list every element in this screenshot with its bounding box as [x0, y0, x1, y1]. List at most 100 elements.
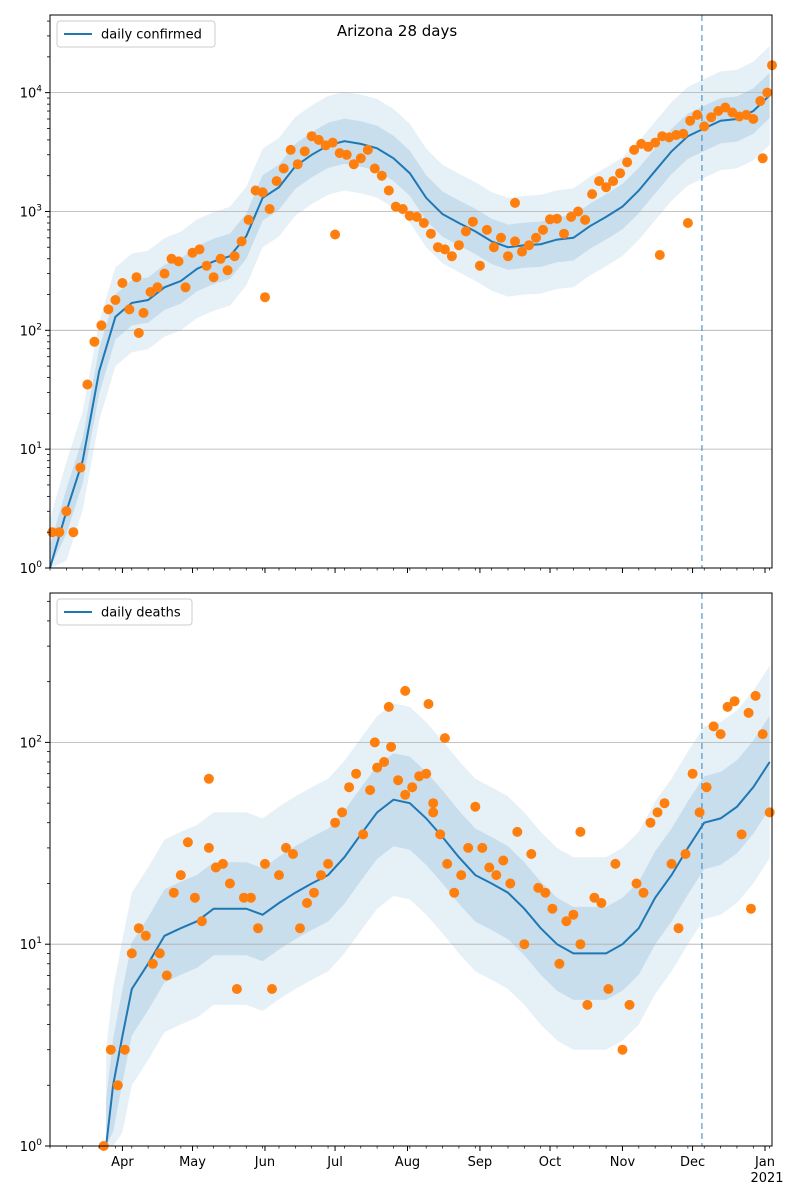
deaths-data-point [456, 870, 467, 881]
confirmed-data-point [615, 168, 626, 179]
confirmed-data-point [194, 244, 205, 255]
deaths-data-point [224, 878, 235, 889]
x-tick-label-jan: Jan [754, 1155, 775, 1170]
deaths-data-point [540, 887, 551, 898]
deaths-data-point [400, 789, 411, 800]
confirmed-x-axis [49, 568, 771, 573]
deaths-data-point [161, 970, 172, 981]
deaths-data-point [533, 882, 544, 893]
confirmed-data-point [110, 295, 121, 305]
confirmed-data-point [54, 527, 65, 538]
deaths-data-point [421, 768, 432, 779]
confirmed-data-point [531, 232, 541, 243]
confirmed-data-point [559, 228, 569, 239]
deaths-data-point [680, 849, 691, 859]
deaths-data-point [386, 741, 397, 752]
deaths-data-point [610, 858, 621, 869]
deaths-data-point [624, 999, 635, 1010]
deaths-grid [50, 742, 772, 945]
confirmed-data-point [208, 272, 219, 283]
deaths-data-point [154, 948, 165, 959]
x-tick-label-sep: Sep [468, 1155, 493, 1170]
confirmed-legend-label: daily confirmed [101, 28, 202, 43]
deaths-data-point [757, 729, 768, 740]
deaths-data-point [645, 817, 656, 828]
confirmed-data-point [243, 214, 254, 225]
deaths-data-point [112, 1080, 123, 1091]
deaths-legend-box [56, 598, 193, 626]
confirmed-data-point [369, 163, 380, 174]
confirmed-data-point [692, 109, 703, 120]
x-tick-label-aug: Aug [395, 1155, 420, 1170]
deaths-data-point [561, 916, 572, 927]
confirmed-data-point [601, 182, 612, 193]
deaths-data-point [575, 939, 586, 950]
deaths-data-point [701, 782, 712, 793]
deaths-data-point [267, 984, 277, 994]
deaths-data-point [383, 701, 394, 712]
confirmed-data-point [145, 287, 156, 297]
x-tick-label-dec: Dec [680, 1155, 705, 1170]
deaths-x-axis: Apr May Jun Jul Aug Sep Oct Nov Dec Jan [49, 1146, 775, 1170]
confirmed-data-point [159, 268, 170, 279]
confirmed-data-point [594, 176, 605, 187]
confirmed-data-point [748, 114, 759, 124]
confirmed-data-point [215, 253, 226, 264]
deaths-points [98, 685, 775, 1151]
confirmed-data-point [580, 214, 591, 225]
deaths-data-point [182, 837, 193, 848]
confirmed-data-point [503, 251, 513, 262]
confirmed-data-point [481, 224, 492, 235]
deaths-data-point [631, 878, 642, 889]
confirmed-data-point [201, 260, 212, 271]
deaths-data-point [547, 903, 558, 914]
deaths-data-point [231, 984, 242, 994]
deaths-data-point [715, 729, 726, 740]
confirmed-data-point [61, 506, 72, 517]
deaths-data-point [505, 878, 516, 889]
deaths-data-point [316, 870, 326, 881]
deaths-data-point [281, 842, 291, 853]
confirmed-data-point [474, 260, 485, 271]
deaths-data-point [253, 923, 263, 934]
deaths-data-point [463, 842, 474, 853]
confirmed-data-point [75, 462, 86, 473]
deaths-data-point [372, 762, 383, 773]
deaths-data-point [238, 892, 249, 903]
deaths-data-point [351, 768, 362, 779]
confirmed-data-point [650, 137, 661, 148]
deaths-data-point [133, 923, 144, 934]
confirmed-data-point [757, 153, 768, 164]
deaths-data-point [302, 898, 312, 908]
confirmed-data-point [517, 246, 527, 257]
chart-title: Arizona 28 days [337, 22, 458, 40]
confirmed-data-point [68, 527, 79, 538]
confirmed-data-point [133, 328, 144, 338]
deaths-data-point [203, 842, 214, 853]
deaths-data-point [245, 892, 256, 903]
deaths-data-point [554, 958, 565, 969]
confirmed-data-point [538, 224, 548, 235]
confirmed-data-point [678, 128, 689, 139]
confirmed-data-point [313, 134, 324, 145]
confirmed-data-point [89, 336, 100, 347]
confirmed-data-point [762, 87, 773, 98]
deaths-data-point [175, 870, 186, 881]
deaths-data-point [428, 798, 439, 809]
deaths-data-point [470, 801, 481, 812]
confirmed-data-point [222, 265, 233, 276]
confirmed-data-point [453, 240, 464, 251]
deaths-data-point [659, 798, 670, 809]
confirmed-data-point [383, 185, 394, 196]
deaths-axes-frame [49, 592, 773, 1147]
x-tick-label-apr: Apr [111, 1155, 134, 1170]
confirmed-data-point [355, 153, 366, 164]
confirmed-data-point [755, 96, 766, 106]
deaths-data-point [596, 898, 607, 908]
deaths-data-point [603, 984, 614, 994]
confirmed-data-point [264, 204, 275, 214]
confirmed-legend: daily confirmed [56, 20, 216, 48]
confirmed-data-point [629, 144, 640, 155]
confirmed-axes-frame [49, 14, 773, 569]
